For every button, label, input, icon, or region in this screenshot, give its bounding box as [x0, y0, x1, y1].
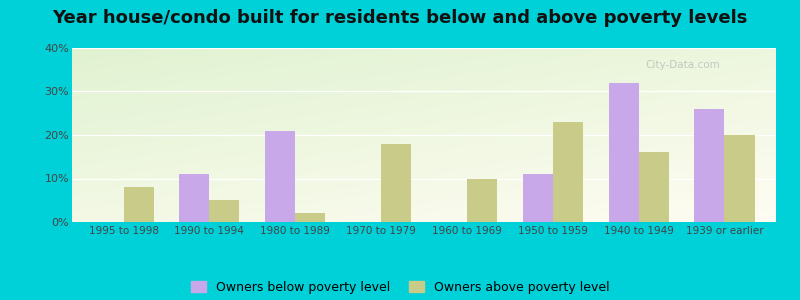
- Bar: [179, 174, 210, 222]
- Bar: [123, 187, 154, 222]
- Text: City-Data.com: City-Data.com: [646, 60, 720, 70]
- Text: Year house/condo built for residents below and above poverty levels: Year house/condo built for residents bel…: [52, 9, 748, 27]
- Bar: [467, 178, 497, 222]
- Bar: [609, 83, 638, 222]
- Bar: [522, 174, 553, 222]
- Bar: [638, 152, 669, 222]
- Bar: [553, 122, 583, 222]
- Bar: [725, 135, 754, 222]
- Bar: [210, 200, 239, 222]
- Bar: [295, 213, 326, 222]
- Legend: Owners below poverty level, Owners above poverty level: Owners below poverty level, Owners above…: [190, 281, 610, 294]
- Bar: [694, 109, 725, 222]
- Bar: [381, 144, 411, 222]
- Bar: [265, 130, 295, 222]
